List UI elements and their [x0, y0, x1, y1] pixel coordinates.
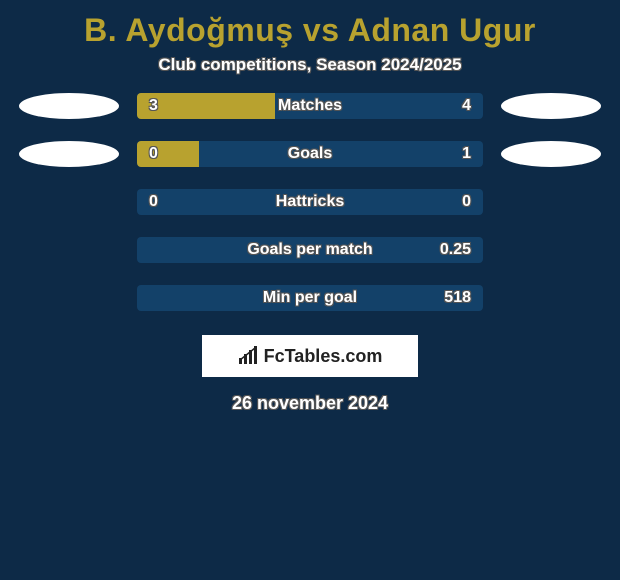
stat-bar: Goals 0 1 [137, 141, 483, 167]
value-right: 0 [462, 193, 471, 211]
value-right: 0.25 [440, 241, 471, 259]
date-text: 26 november 2024 [0, 393, 620, 414]
stat-row: Goals per match 0.25 [10, 237, 610, 263]
subtitle: Club competitions, Season 2024/2025 [0, 55, 620, 93]
player-ellipse-left [19, 93, 119, 119]
logo-box: FcTables.com [202, 335, 418, 377]
chart-icon [238, 346, 260, 366]
logo-text: FcTables.com [264, 346, 383, 367]
stat-bar: Goals per match 0.25 [137, 237, 483, 263]
stat-row: Matches 3 4 [10, 93, 610, 119]
player-ellipse-left [19, 141, 119, 167]
value-right: 518 [444, 289, 471, 307]
stat-bar: Hattricks 0 0 [137, 189, 483, 215]
stat-bar: Matches 3 4 [137, 93, 483, 119]
comparison-card: B. Aydoğmuş vs Adnan Ugur Club competiti… [0, 0, 620, 580]
player-ellipse-right [501, 93, 601, 119]
stat-row: Goals 0 1 [10, 141, 610, 167]
stat-rows: Matches 3 4 Goals 0 1 Hattricks 0 0 Goals per mat… [0, 93, 620, 311]
bar-label: Goals [288, 145, 332, 163]
value-left: 0 [149, 193, 158, 211]
page-title: B. Aydoğmuş vs Adnan Ugur [0, 0, 620, 55]
bar-label: Hattricks [276, 193, 344, 211]
value-left: 0 [149, 145, 158, 163]
stat-bar: Min per goal 518 [137, 285, 483, 311]
bar-fill [137, 141, 199, 167]
stat-row: Hattricks 0 0 [10, 189, 610, 215]
bar-label: Goals per match [247, 241, 372, 259]
bar-label: Matches [278, 97, 342, 115]
value-right: 4 [462, 97, 471, 115]
value-left: 3 [149, 97, 158, 115]
value-right: 1 [462, 145, 471, 163]
player-ellipse-right [501, 141, 601, 167]
bar-label: Min per goal [263, 289, 357, 307]
stat-row: Min per goal 518 [10, 285, 610, 311]
